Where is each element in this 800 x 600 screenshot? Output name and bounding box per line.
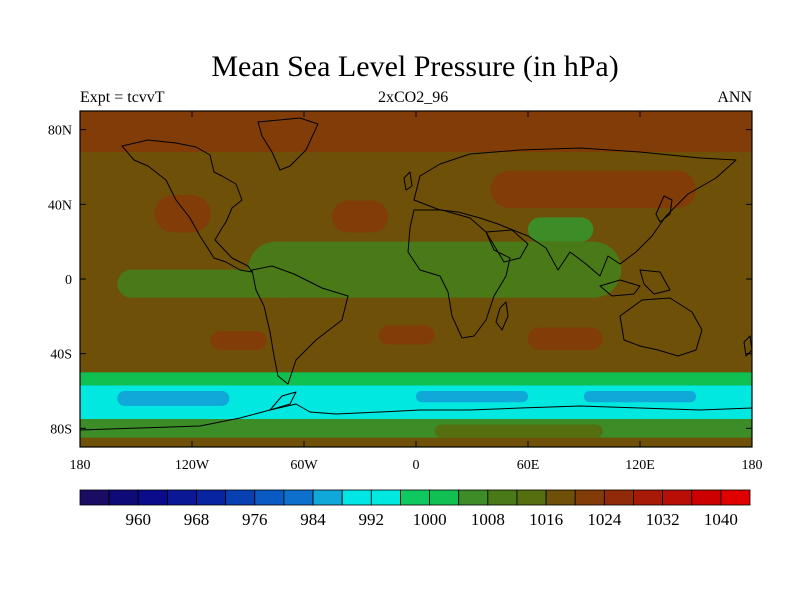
pressure-region-0 <box>80 111 752 153</box>
colorbar-swatch <box>458 489 489 506</box>
colorbar-swatch <box>603 489 634 506</box>
lon-tick-label: 180 <box>70 458 91 473</box>
colorbar-swatch <box>574 489 605 506</box>
colorbar-swatch <box>341 489 372 506</box>
lat-tick-label: 0 <box>65 273 72 288</box>
pressure-region-3 <box>154 195 211 233</box>
lon-tick-label: 120E <box>625 458 655 473</box>
lat-tick-label: 40S <box>50 348 72 363</box>
colorbar-label: 1024 <box>587 510 622 529</box>
colorbar-swatch <box>283 489 314 506</box>
pressure-region-2 <box>490 170 696 209</box>
lon-tick-label: 60W <box>290 458 318 473</box>
colorbar: 960 968 976 984 992 1000 1008 1016 1024 1032 1040 <box>79 489 751 529</box>
colorbar-swatch <box>545 489 576 506</box>
pressure-region-10 <box>378 325 435 345</box>
pressure-field <box>80 111 752 447</box>
lon-tick-label: 120W <box>175 458 210 473</box>
colorbar-swatch <box>487 489 518 506</box>
colorbar-label: 960 <box>126 510 152 529</box>
colorbar-label: 1040 <box>704 510 738 529</box>
lon-tick-label: 60E <box>517 458 540 473</box>
colorbar-swatch <box>196 489 227 506</box>
colorbar-label: 1008 <box>471 510 505 529</box>
lon-tick-label: 0 <box>413 458 420 473</box>
pressure-region-11 <box>528 327 603 350</box>
pressure-region-6 <box>248 241 622 298</box>
colorbar-swatch <box>225 489 256 506</box>
colorbar-label: 968 <box>184 510 210 529</box>
pressure-region-7 <box>117 269 304 298</box>
pressure-region-14 <box>117 391 230 406</box>
colorbar-swatch <box>137 489 168 506</box>
colorbar-swatch <box>720 489 751 506</box>
colorbar-swatch <box>312 489 343 506</box>
pressure-region-12 <box>80 372 752 386</box>
colorbar-label: 1000 <box>413 510 447 529</box>
map-axes: 180 120W 60W 0 60E 120E 180 80N 40N 0 40S 80S <box>48 111 763 473</box>
colorbar-label: 992 <box>359 510 385 529</box>
colorbar-swatch <box>79 489 110 506</box>
experiment-label: Expt = tcvvT <box>80 89 165 106</box>
pressure-region-16 <box>584 391 696 403</box>
colorbar-swatch <box>254 489 285 506</box>
lat-tick-label: 80S <box>50 422 72 437</box>
colorbar-swatch <box>691 489 722 506</box>
colorbar-swatch <box>662 489 693 506</box>
pressure-region-17 <box>80 419 752 438</box>
colorbar-swatch <box>429 489 460 506</box>
lat-tick-label: 40N <box>48 198 72 213</box>
colorbar-label: 1032 <box>646 510 680 529</box>
season-label: ANN <box>717 89 752 106</box>
colorbar-swatch <box>516 489 547 506</box>
colorbar-swatch <box>400 489 430 506</box>
pressure-region-4 <box>332 200 388 233</box>
colorbar-swatch <box>633 489 664 506</box>
lat-tick-label: 80N <box>48 124 72 139</box>
map-title: Mean Sea Level Pressure (in hPa) <box>211 50 619 83</box>
pressure-region-5 <box>528 217 594 242</box>
pressure-region-9 <box>210 331 267 350</box>
lon-tick-label: 180 <box>742 458 763 473</box>
colorbar-swatch <box>166 489 197 506</box>
colorbar-label: 976 <box>242 510 268 529</box>
coastlines <box>80 117 752 431</box>
run-label: 2xCO2_96 <box>378 89 449 106</box>
pressure-region-15 <box>416 391 528 403</box>
colorbar-label: 984 <box>300 510 326 529</box>
colorbar-label: 1016 <box>529 510 563 529</box>
pressure-region-18 <box>434 424 603 438</box>
colorbar-swatch <box>108 489 139 506</box>
colorbar-swatch <box>370 489 401 506</box>
